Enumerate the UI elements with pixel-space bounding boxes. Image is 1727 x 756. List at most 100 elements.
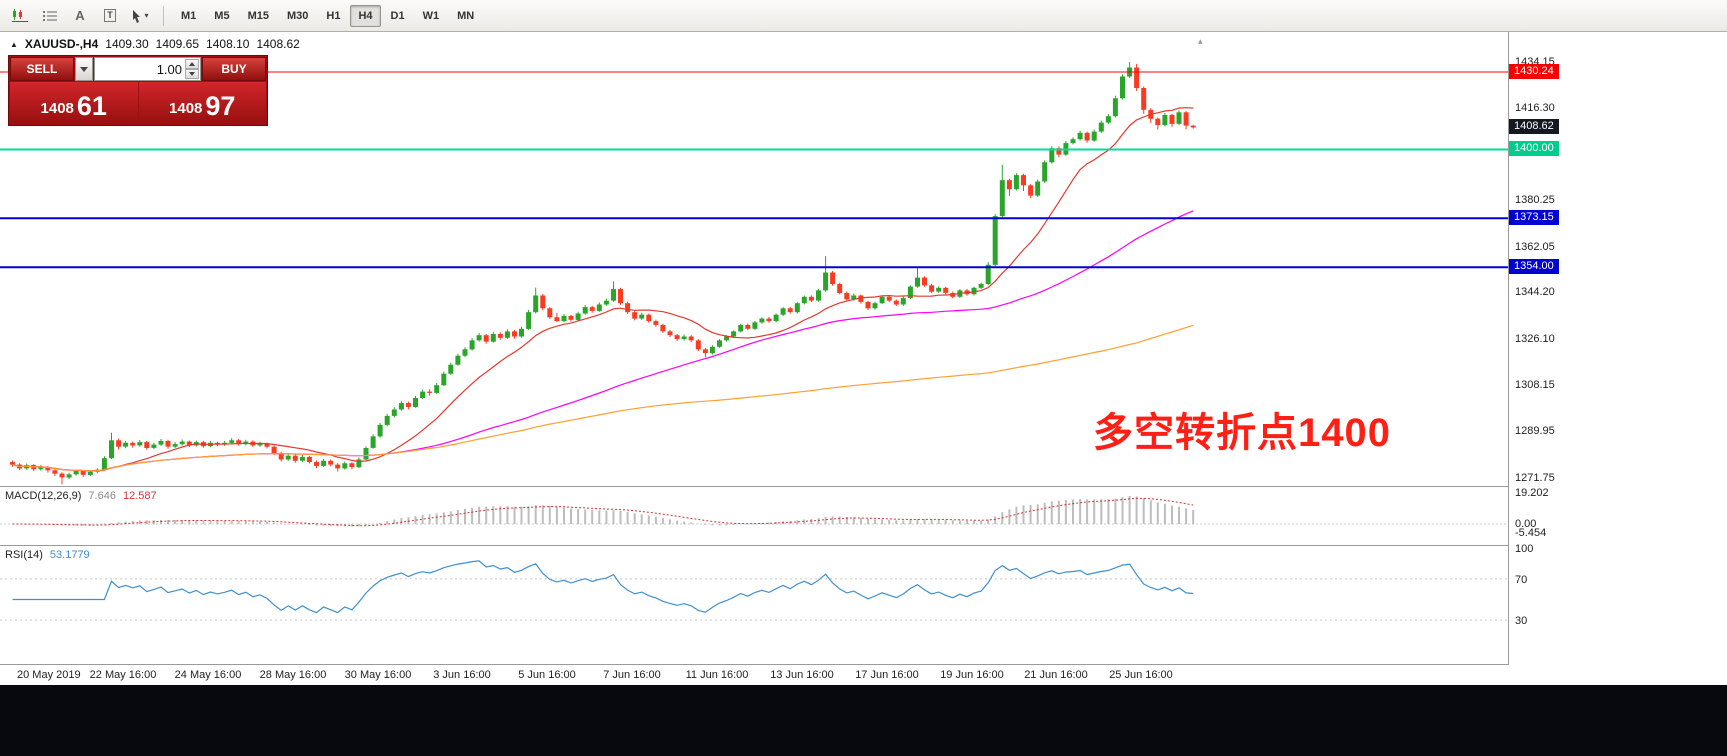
candle-body (618, 289, 623, 304)
timeframe-button-group: M1 M5 M15 M30 H1 H4 D1 W1 MN (173, 4, 482, 27)
candle-body (405, 403, 411, 407)
candle-body (490, 334, 496, 342)
toolbar-separator (163, 5, 164, 26)
candle-body (497, 334, 503, 338)
volume-dropdown-button[interactable] (75, 57, 93, 81)
candle-body (384, 415, 390, 425)
ohlc-open: 1409.30 (105, 37, 149, 51)
candle-body (483, 335, 489, 342)
price-tick-label: 1308.15 (1515, 379, 1555, 391)
candle-body (342, 463, 348, 469)
cursor-tool-icon[interactable]: ▾ (126, 4, 154, 28)
candle-body (858, 295, 864, 302)
candle-body (879, 296, 885, 304)
timeframe-button-w1[interactable]: W1 (415, 5, 448, 27)
candle-body (929, 285, 935, 292)
candle-body (575, 313, 581, 320)
candle-body (1183, 112, 1189, 126)
candle-body (1155, 118, 1161, 126)
time-axis-label: 20 May 2019 (17, 669, 81, 681)
time-axis-label: 30 May 16:00 (344, 669, 412, 681)
candle-body (992, 216, 998, 265)
candle-body (10, 462, 15, 465)
bid-main-digits: 1408 (40, 100, 74, 118)
buy-button[interactable]: BUY (202, 57, 266, 81)
candle-body (349, 463, 355, 468)
candle-body (915, 277, 920, 287)
candle-body (116, 440, 122, 447)
time-axis-label: 17 Jun 16:00 (855, 669, 919, 681)
candle-body (391, 409, 397, 416)
candle-body (434, 385, 440, 393)
chart-expand-icon[interactable]: ▴ (1198, 36, 1203, 46)
macd-scale-label: 0.00 (1515, 518, 1537, 530)
timeframe-button-h1[interactable]: H1 (318, 5, 348, 27)
label-tool-icon[interactable]: A (66, 4, 94, 28)
candle-body (476, 335, 482, 341)
candle-body (978, 284, 984, 288)
candle-body (639, 314, 645, 319)
timeframe-button-h4[interactable]: H4 (350, 4, 381, 27)
ohlc-low: 1408.10 (206, 37, 250, 51)
candle-body (24, 465, 30, 469)
price-tiles-row: 1408 61 1408 97 (10, 82, 266, 124)
candle-body (1084, 132, 1090, 141)
candle-body (1042, 162, 1048, 182)
price-chart-canvas[interactable] (0, 32, 1508, 486)
candle-body (971, 287, 977, 295)
time-axis-label: 28 May 16:00 (259, 669, 327, 681)
candle-body (179, 441, 185, 445)
candle-body (370, 436, 376, 448)
candle-body (702, 349, 708, 354)
candle-body (1049, 148, 1055, 163)
time-axis-label: 11 Jun 16:00 (685, 669, 749, 681)
candle-body (808, 296, 814, 301)
trade-controls-row: SELL BUY (10, 57, 266, 81)
macd-signal-value: 12.587 (122, 490, 157, 502)
timeframe-button-m5[interactable]: M5 (206, 5, 237, 27)
ask-price-tile[interactable]: 1408 97 (138, 82, 266, 124)
timeframe-button-m15[interactable]: M15 (240, 5, 277, 27)
candle-body (101, 458, 107, 470)
price-tick-label: 1326.10 (1515, 333, 1555, 345)
time-axis[interactable]: 20 May 2019 22 May 16:00 24 May 16:00 28 Ma… (0, 665, 1727, 685)
candle-body (512, 331, 517, 337)
sell-button[interactable]: SELL (10, 57, 74, 81)
timeframe-button-m30[interactable]: M30 (279, 5, 316, 27)
candle-body (306, 456, 312, 462)
price-line-badge: 1373.15 (1509, 210, 1559, 225)
candle-body (589, 307, 595, 311)
macd-scale-label: -5.454 (1515, 527, 1547, 539)
price-scale[interactable]: 1434.15 1416.30 1380.25 1362.05 1344.20 1326.… (1509, 32, 1727, 665)
collapse-triangle-icon[interactable]: ▲ (10, 39, 18, 49)
candle-body (568, 316, 574, 320)
candle-body (865, 301, 871, 309)
bid-price-tile[interactable]: 1408 61 (10, 82, 138, 124)
rsi-panel[interactable]: RSI(14) 53.1779 (0, 546, 1509, 665)
macd-panel[interactable]: MACD(12,26,9) 7.646 12.587 (0, 486, 1509, 546)
volume-increase-button[interactable] (185, 59, 199, 69)
rsi-scale-label: 70 (1515, 574, 1528, 586)
ask-main-digits: 1408 (169, 100, 203, 118)
object-list-icon[interactable] (36, 4, 64, 28)
timeframe-button-d1[interactable]: D1 (383, 5, 413, 27)
time-axis-label: 22 May 16:00 (89, 669, 157, 681)
candle-body (1028, 185, 1034, 196)
candle-body (837, 284, 843, 293)
candle-body (299, 456, 305, 461)
volume-input[interactable] (95, 58, 200, 80)
candle-body (1112, 98, 1118, 117)
candle-body (441, 373, 447, 386)
timeframe-button-mn[interactable]: MN (449, 5, 482, 27)
timeframe-button-m1[interactable]: M1 (173, 5, 204, 27)
macd-main-value: 7.646 (88, 490, 116, 502)
candle-body (59, 473, 65, 478)
candle-body (900, 298, 906, 305)
volume-decrease-button[interactable] (185, 69, 199, 79)
indicator-chart-icon[interactable] (6, 4, 34, 28)
time-axis-label: 13 Jun 16:00 (770, 669, 834, 681)
candle-body (144, 442, 150, 448)
candle-body (540, 295, 546, 309)
candle-body (1141, 88, 1147, 110)
text-tool-icon[interactable]: T (96, 4, 124, 28)
